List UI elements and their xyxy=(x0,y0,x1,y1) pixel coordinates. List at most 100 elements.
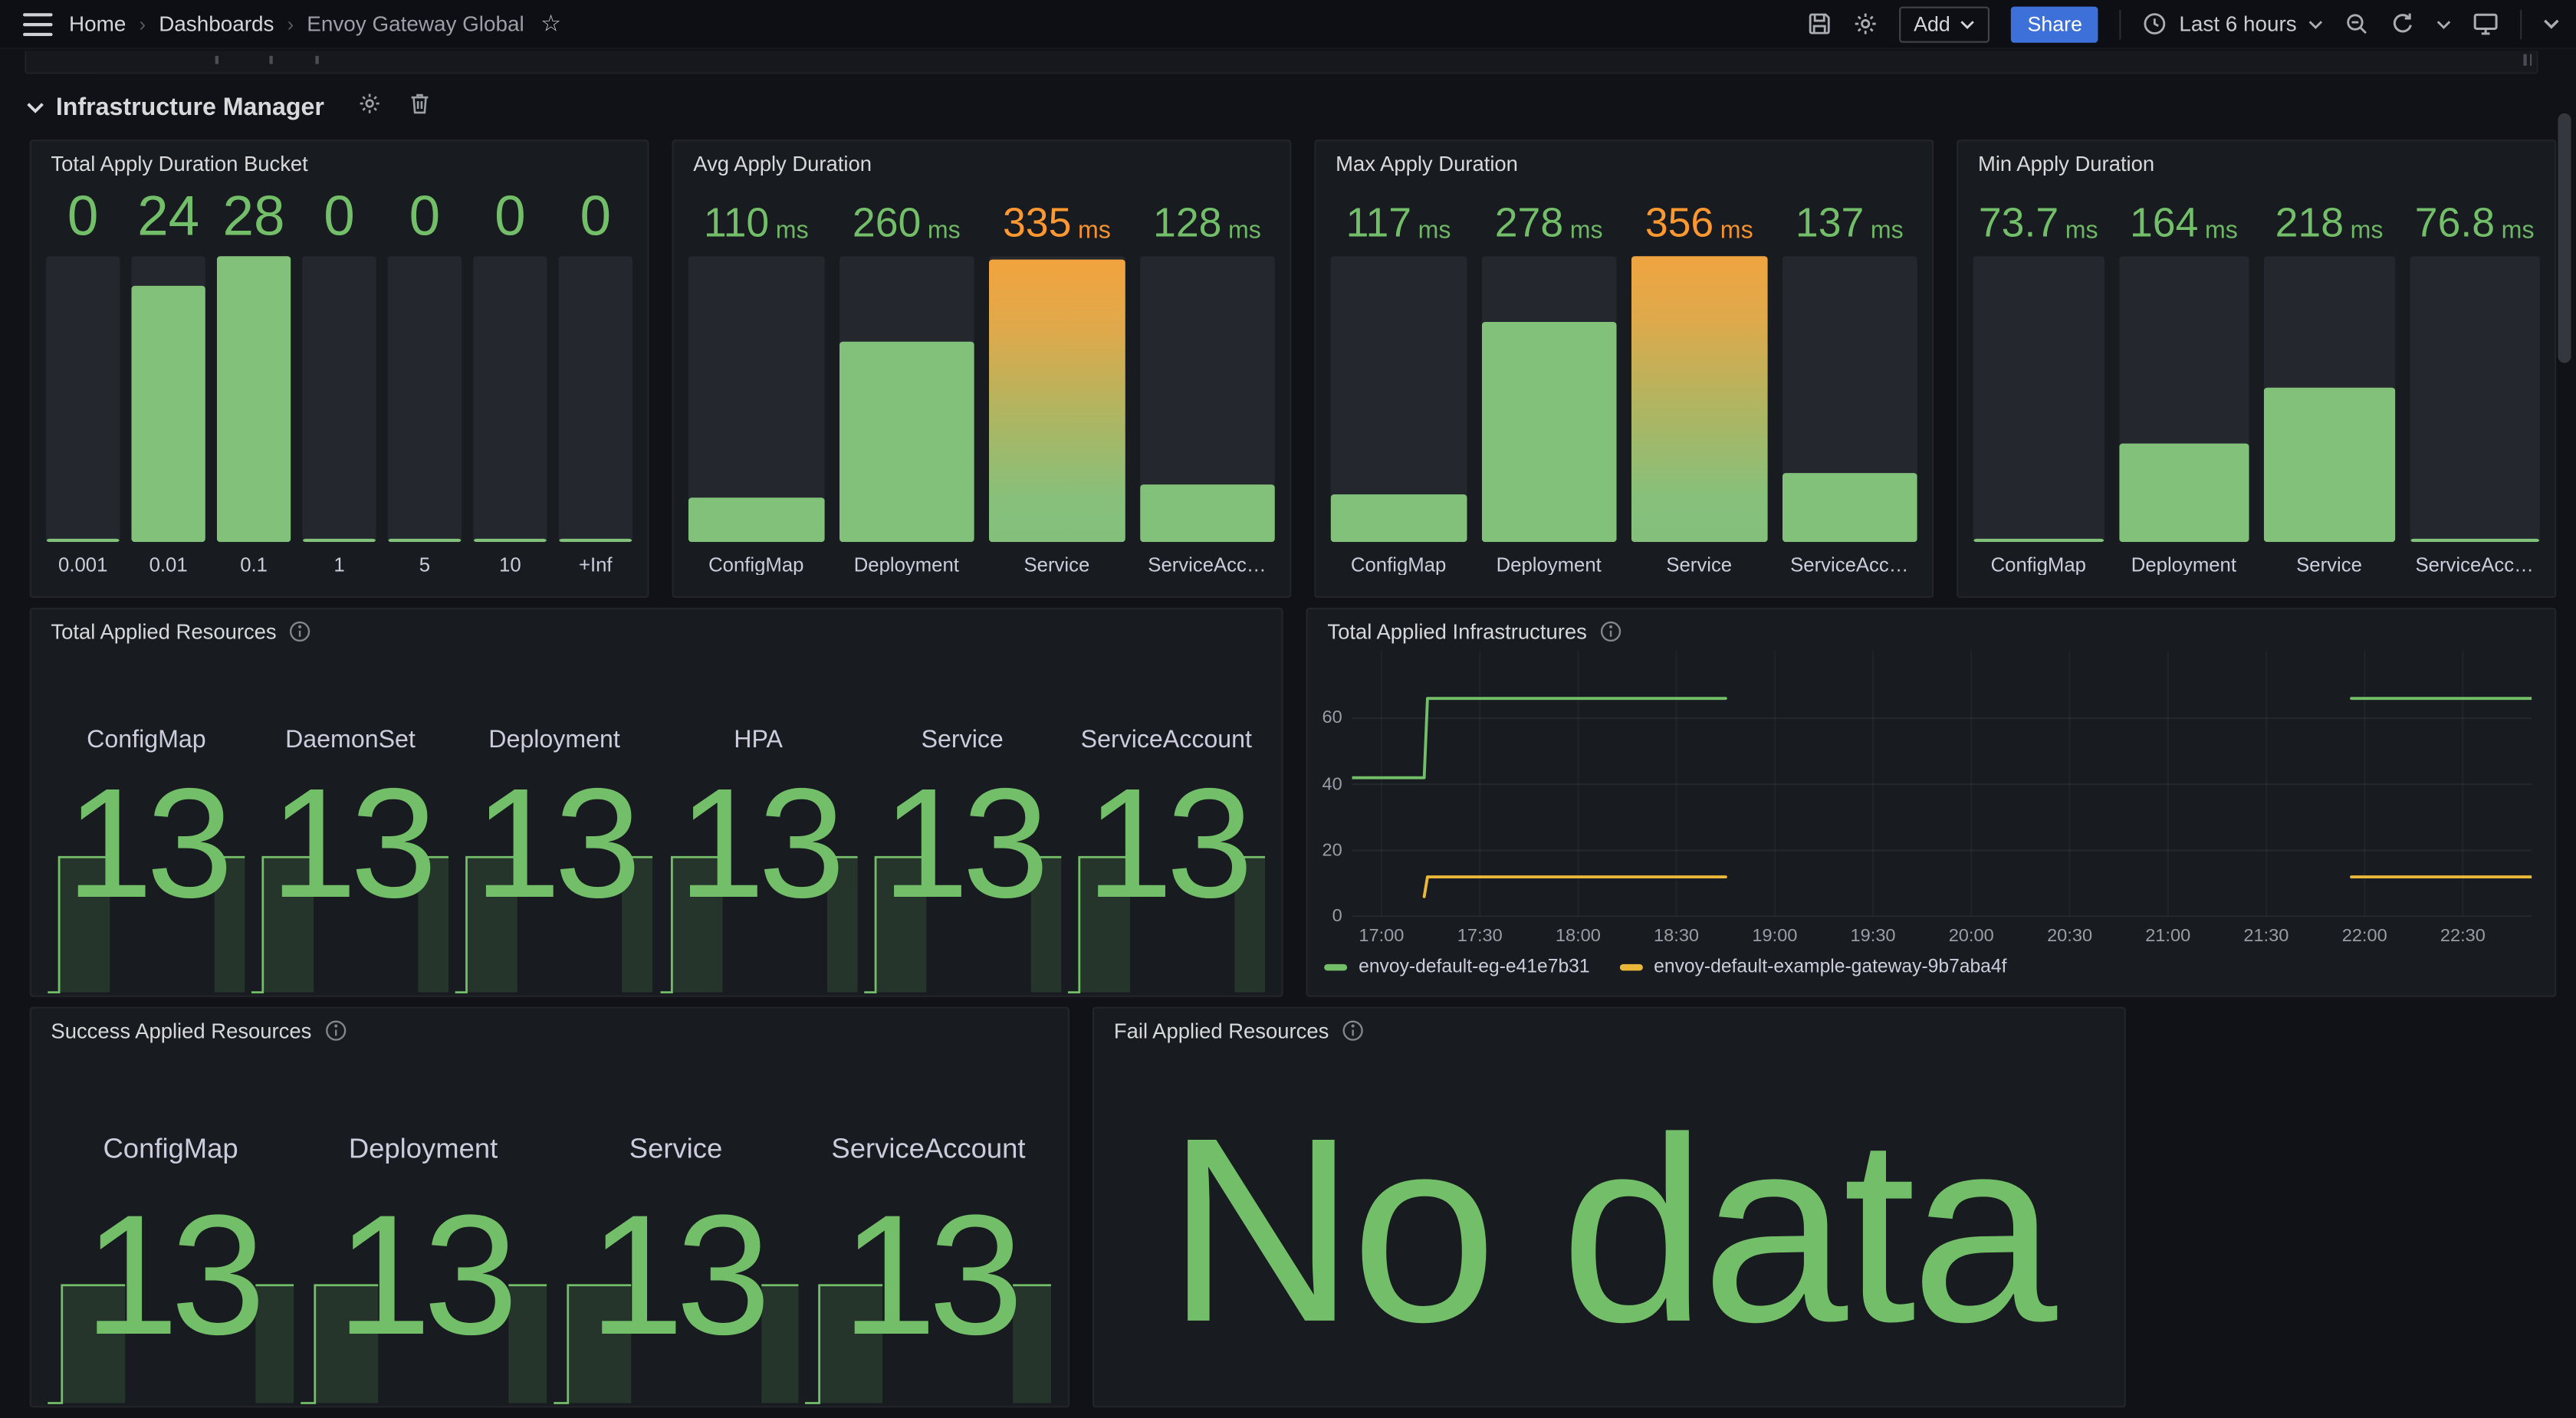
panel-title[interactable]: Total Applied Infrastructures xyxy=(1327,619,1622,644)
bar-column: 73.7 ms ConfigMap xyxy=(1973,185,2104,575)
menu-icon[interactable] xyxy=(23,12,53,36)
bar-fill xyxy=(302,538,376,542)
bar-value-unit: ms xyxy=(2501,217,2535,246)
bar-label: ServiceAcc… xyxy=(2415,553,2534,576)
panel-fail-applied-resources: Fail Applied Resources No data xyxy=(1092,1006,2126,1408)
save-icon[interactable] xyxy=(1807,11,1832,36)
y-tick-label: 20 xyxy=(1322,840,1342,861)
breadcrumb-home[interactable]: Home xyxy=(69,11,127,37)
row-settings-gear-icon[interactable] xyxy=(359,91,382,123)
stat-label: HPA xyxy=(734,726,784,754)
bar-fill xyxy=(1480,321,1617,542)
bar-value-unit: ms xyxy=(1228,217,1261,246)
panel-title[interactable]: Max Apply Duration xyxy=(1336,151,1518,176)
breadcrumb-dashboards[interactable]: Dashboards xyxy=(159,11,274,37)
bar-column: 278 ms Deployment xyxy=(1480,185,1617,575)
panel-resize-handle[interactable] xyxy=(2523,54,2532,66)
top-nav: Home › Dashboards › Envoy Gateway Global… xyxy=(0,0,2576,50)
row-title[interactable]: Infrastructure Manager xyxy=(55,93,324,121)
bar-fill xyxy=(688,497,824,542)
bar-value-unit: ms xyxy=(1077,217,1111,246)
stat-tile: ConfigMap 13 xyxy=(46,1124,295,1404)
stat-label: Deployment xyxy=(348,1133,498,1165)
panel-title[interactable]: Success Applied Resources xyxy=(51,1019,346,1043)
page-scrollbar-thumb[interactable] xyxy=(2558,113,2571,363)
time-range-picker[interactable]: Last 6 hours xyxy=(2143,11,2323,36)
add-button-label: Add xyxy=(1914,12,1950,36)
bar-column: 218 ms Service xyxy=(2263,185,2395,575)
x-tick-label: 21:30 xyxy=(2243,926,2289,947)
bar-value: 117 ms xyxy=(1346,201,1451,248)
bar-label: 0.001 xyxy=(58,553,108,576)
bar-track xyxy=(131,257,205,542)
settings-gear-icon[interactable] xyxy=(1853,11,1878,36)
panel-total-applied-infrastructures: Total Applied Infrastructures 0 20 40 60 17… xyxy=(1306,607,2557,997)
nav-more-chevron-icon[interactable] xyxy=(2543,18,2559,30)
y-tick-label: 0 xyxy=(1332,906,1342,927)
panel-title[interactable]: Total Applied Resources xyxy=(51,619,310,644)
info-icon[interactable] xyxy=(324,1020,346,1042)
bar-fill xyxy=(387,538,462,542)
share-button[interactable]: Share xyxy=(2011,5,2099,42)
chevron-down-icon xyxy=(2308,20,2323,28)
x-tick-label: 18:00 xyxy=(1555,926,1601,947)
info-icon[interactable] xyxy=(1600,621,1622,642)
x-tick-label: 19:30 xyxy=(1850,926,1896,947)
stat-value: 13 xyxy=(84,1180,265,1372)
chevron-down-icon xyxy=(1960,20,1975,28)
bar-value-unit: ms xyxy=(1870,217,1904,246)
bar-track xyxy=(46,257,120,542)
bar-gauge: 117 ms ConfigMap 278 ms Deployment 356 ms S… xyxy=(1330,185,1917,576)
divider xyxy=(2120,8,2122,39)
bar-label: +Inf xyxy=(578,553,613,576)
x-tick-label: 22:00 xyxy=(2341,926,2387,947)
info-icon[interactable] xyxy=(290,621,311,642)
bar-value: 0 xyxy=(409,185,441,249)
refresh-interval-chevron-icon[interactable] xyxy=(2436,19,2451,29)
bar-value: 218 ms xyxy=(2275,201,2384,248)
panel-title[interactable]: Total Apply Duration Bucket xyxy=(51,151,308,176)
x-tick-label: 17:00 xyxy=(1359,926,1405,947)
row-collapse-chevron-icon[interactable] xyxy=(26,92,44,122)
refresh-icon[interactable] xyxy=(2390,11,2415,36)
bar-column: 164 ms Deployment xyxy=(2118,185,2249,575)
bar-column: 117 ms ConfigMap xyxy=(1330,185,1467,575)
bar-column: 24 0.01 xyxy=(131,185,205,575)
bar-track xyxy=(1480,257,1617,542)
info-icon[interactable] xyxy=(1342,1020,1363,1042)
nav-actions: Add Share Last 6 hours xyxy=(1807,5,2560,42)
stat-value: 13 xyxy=(336,1180,518,1372)
bar-value: 28 xyxy=(222,185,285,249)
breadcrumb-current: Envoy Gateway Global xyxy=(307,11,524,37)
stat-tile: ServiceAccount 13 xyxy=(1066,716,1267,993)
bar-fill xyxy=(1139,484,1275,542)
stat-tile: Service 13 xyxy=(862,716,1063,993)
bar-value-unit: ms xyxy=(2065,217,2098,246)
bar-value-unit: ms xyxy=(1418,217,1451,246)
add-button[interactable]: Add xyxy=(1898,5,1990,42)
zoom-out-icon[interactable] xyxy=(2344,11,2369,36)
y-tick-label: 60 xyxy=(1322,708,1342,728)
kiosk-monitor-icon[interactable] xyxy=(2472,11,2499,36)
panel-title[interactable]: Fail Applied Resources xyxy=(1114,1019,1363,1043)
bar-fill xyxy=(2263,386,2395,542)
bar-label: ServiceAcc… xyxy=(1790,553,1909,576)
legend-item[interactable]: envoy-default-eg-e41e7b31 xyxy=(1324,957,1590,977)
stat-tile: Deployment 13 xyxy=(298,1124,547,1404)
legend-item[interactable]: envoy-default-example-gateway-9b7aba4f xyxy=(1619,957,2006,977)
row-delete-trash-icon[interactable] xyxy=(409,91,431,123)
panel-title[interactable]: Min Apply Duration xyxy=(1978,151,2155,176)
favorite-star-icon[interactable]: ☆ xyxy=(540,9,561,37)
bar-column: 76.8 ms ServiceAcc… xyxy=(2409,185,2540,576)
bar-value: 137 ms xyxy=(1795,201,1904,248)
x-tick-label: 20:00 xyxy=(1948,926,1994,947)
bar-gauge: 73.7 ms ConfigMap 164 ms Deployment 218 ms … xyxy=(1973,185,2540,575)
stat-tile: HPA 13 xyxy=(658,716,859,993)
x-tick-label: 18:30 xyxy=(1654,926,1700,947)
bar-track xyxy=(1781,257,1917,542)
stat-tile: ConfigMap 13 xyxy=(46,716,247,993)
stat-tiles: ConfigMap 13 Deployment 13 Service 13 xyxy=(44,1124,1055,1404)
stat-value: 13 xyxy=(589,1180,770,1372)
bar-column: 335 ms Service xyxy=(989,185,1125,575)
panel-title[interactable]: Avg Apply Duration xyxy=(693,151,872,176)
